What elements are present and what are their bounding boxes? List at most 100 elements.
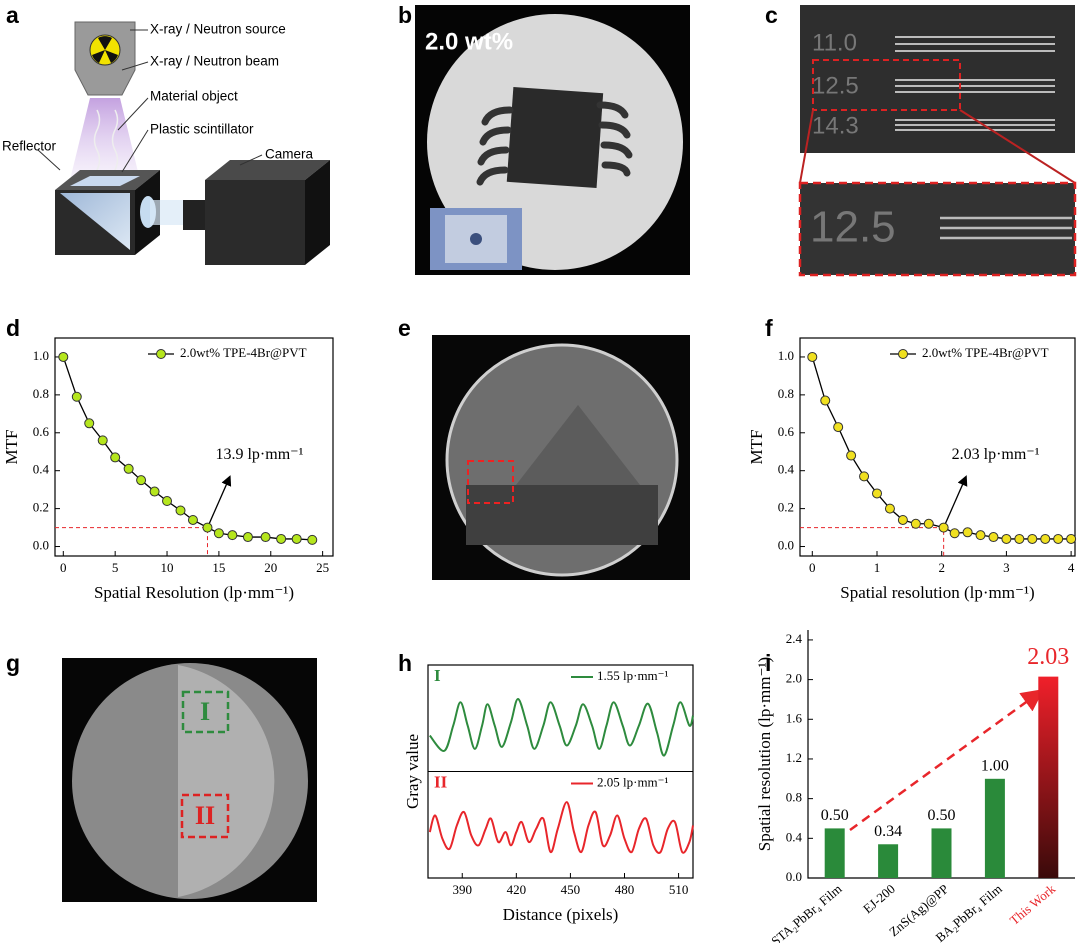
- data-point: [84, 418, 95, 429]
- data-point: [1001, 533, 1012, 544]
- data-point: [202, 522, 213, 533]
- data-point: [938, 522, 949, 533]
- legend-marker: [898, 349, 908, 359]
- schematic-label: Camera: [265, 147, 314, 162]
- series-label: I: [434, 666, 441, 685]
- y-axis-label: Spatial resolution (lp·mm⁻¹): [755, 657, 774, 851]
- data-point: [975, 530, 986, 541]
- data-point: [227, 530, 238, 541]
- image-c: 11.0 12.5 14.3 12.5: [798, 5, 1077, 277]
- y-tick-label: 0.0: [786, 869, 802, 884]
- x-tick-label: 15: [212, 560, 225, 575]
- x-tick-label: Mn-STA₂PbBr₄ Film: [751, 881, 845, 943]
- panel-letter: a: [6, 2, 19, 28]
- value-label: 2.03: [1027, 644, 1069, 670]
- data-point: [149, 486, 160, 497]
- y-tick-label: 2.4: [786, 631, 803, 646]
- data-point: [949, 528, 960, 539]
- x-tick-label: 10: [161, 560, 174, 575]
- schematic-label: X-ray / Neutron beam: [150, 54, 279, 69]
- panel-letter: g: [6, 650, 20, 676]
- x-tick-label: This Work: [1007, 881, 1059, 928]
- y-tick-label: 0.2: [778, 500, 794, 515]
- x-tick-label: 20: [264, 560, 277, 575]
- plot-frame: [799, 337, 1076, 557]
- y-tick-label: 0.4: [778, 462, 795, 477]
- data-point: [988, 532, 999, 543]
- y-tick-label: 2.0: [786, 671, 802, 686]
- image-label: 12.5: [812, 72, 859, 99]
- data-point: [291, 533, 302, 544]
- y-tick-label: 0.0: [778, 538, 794, 553]
- series-line: [429, 697, 694, 757]
- value-label: 0.50: [928, 807, 956, 824]
- image-label: 2.0 wt%: [425, 28, 513, 55]
- data-point: [276, 533, 287, 544]
- y-tick-label: 0.0: [33, 538, 49, 553]
- x-axis-label: Spatial Resolution (lp·mm⁻¹): [94, 583, 294, 602]
- data-point: [213, 528, 224, 539]
- schematic-label: Plastic scintillator: [150, 122, 254, 137]
- x-tick-label: 0: [60, 560, 67, 575]
- panel-letter: f: [765, 315, 773, 341]
- annotation: 2.03 lp·mm⁻¹: [952, 446, 1040, 463]
- value-label: 0.34: [874, 823, 902, 840]
- series-label: II: [434, 772, 448, 791]
- x-tick-label: 420: [507, 882, 527, 897]
- legend-label: 2.05 lp·mm⁻¹: [597, 774, 669, 789]
- image-label: 14.3: [812, 112, 859, 139]
- schematic: X-ray / Neutron source X-ray / Neutron b…: [2, 21, 330, 265]
- panel-letter: i: [765, 650, 771, 676]
- annotation-guide: [800, 527, 945, 556]
- panel-letter: d: [6, 315, 20, 341]
- bar: [931, 828, 952, 878]
- data-point: [136, 475, 147, 486]
- x-tick-label: 450: [561, 882, 581, 897]
- bar: [824, 828, 845, 878]
- x-axis-label: Distance (pixels): [503, 905, 619, 924]
- data-point: [71, 391, 82, 402]
- panel-letter: h: [398, 650, 412, 676]
- panel-letter: b: [398, 2, 412, 28]
- region-label: II: [195, 801, 215, 830]
- y-tick-label: 1.0: [33, 348, 49, 363]
- data-point: [846, 450, 857, 461]
- data-point: [962, 527, 973, 538]
- bar: [878, 844, 899, 878]
- annotation-guide: [55, 527, 208, 556]
- y-tick-label: 0.4: [786, 829, 803, 844]
- data-point: [820, 395, 831, 406]
- image-e: [432, 335, 690, 580]
- y-tick-label: 1.6: [786, 710, 803, 725]
- y-axis-label: MTF: [747, 430, 766, 465]
- y-tick-label: 0.8: [33, 386, 49, 401]
- image-g: I II: [62, 658, 317, 902]
- y-tick-label: 1.2: [786, 750, 802, 765]
- data-point: [187, 514, 198, 525]
- y-tick-label: 0.8: [786, 790, 802, 805]
- x-tick-label: 480: [615, 882, 635, 897]
- value-label: 1.00: [981, 757, 1009, 774]
- y-tick-label: 0.6: [778, 424, 795, 439]
- data-point: [307, 534, 318, 545]
- data-point: [97, 435, 108, 446]
- data-point: [897, 514, 908, 525]
- bar: [984, 778, 1005, 878]
- y-tick-label: 0.8: [778, 386, 794, 401]
- y-tick-label: 0.4: [33, 462, 50, 477]
- x-tick-label: 25: [316, 560, 329, 575]
- y-axis-label: MTF: [2, 430, 21, 465]
- legend-label: 2.0wt% TPE-4Br@PVT: [922, 345, 1049, 360]
- image-label: 11.0: [812, 29, 857, 56]
- x-tick-label: 3: [1003, 560, 1010, 575]
- legend-label: 1.55 lp·mm⁻¹: [597, 668, 669, 683]
- image-label: 12.5: [810, 203, 896, 252]
- data-point: [123, 463, 134, 474]
- data-point: [260, 532, 271, 543]
- x-tick-label: 0: [809, 560, 816, 575]
- bar: [1038, 676, 1059, 878]
- region-label: I: [200, 697, 210, 726]
- x-tick-label: EJ-200: [860, 881, 898, 916]
- data-point: [1053, 533, 1064, 544]
